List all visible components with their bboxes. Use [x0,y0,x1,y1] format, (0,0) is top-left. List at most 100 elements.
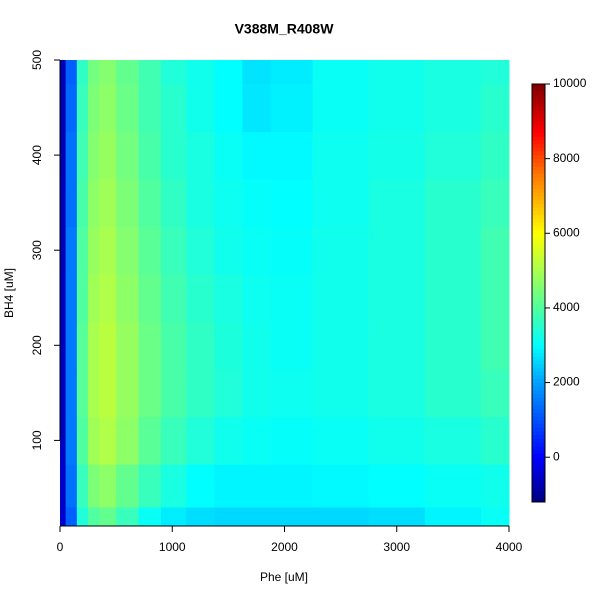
colorbar-slice [532,416,545,421]
colorbar-slice [532,468,545,473]
heat-cell [186,60,215,85]
colorbar-slice [532,487,545,492]
heat-cell [368,131,426,180]
colorbar-slice [532,278,545,283]
colorbar-slice [532,431,545,436]
colorbar-tick-label: 0 [553,449,560,463]
colorbar-slice [532,233,545,238]
heat-cell [116,321,140,370]
colorbar-slice [532,304,545,309]
heat-cell [480,506,510,527]
heat-cell [242,60,271,85]
heat-cell [214,273,243,323]
colorbar-slice [532,378,545,383]
colorbar-tick-label: 6000 [553,225,580,239]
heat-cell [88,416,100,465]
colorbar-slice [532,352,545,357]
colorbar-slice [532,322,545,327]
y-axis-label: BH4 [uM] [2,268,16,318]
heat-cell [312,178,370,227]
heat-cell [76,321,89,370]
heat-cell [480,83,510,132]
heat-cell [424,226,482,275]
heat-cell [480,60,510,85]
colorbar-slice [532,296,545,301]
heat-cell [138,369,162,418]
colorbar-slice [532,341,545,346]
heat-cell [424,273,482,323]
colorbar-slice [532,169,545,174]
y-tick-label: 200 [30,335,44,355]
colorbar-slice [532,192,545,197]
heat-cell [138,416,162,465]
heat-cell [214,416,243,465]
heat-cell [186,464,215,508]
y-tick-label: 100 [30,430,44,450]
heat-cell [99,226,117,275]
heat-cell [88,178,100,227]
colorbar-slice [532,188,545,193]
heat-cell [99,178,117,227]
colorbar-slice [532,334,545,339]
colorbar-tick-label: 8000 [553,151,580,165]
heat-cell [312,369,370,418]
heat-cell [99,416,117,465]
heat-cell [161,226,187,275]
heat-cell [161,131,187,180]
colorbar-slice [532,326,545,331]
heat-cell [270,60,314,85]
heat-cell [116,178,140,227]
colorbar-slice [532,490,545,495]
chart-title: V388M_R408W [235,21,335,37]
heat-cell [480,178,510,227]
y-tick-label: 500 [30,50,44,70]
heat-cell [368,273,426,323]
colorbar-slice [532,214,545,219]
heat-cell [138,321,162,370]
heat-cell [138,178,162,227]
x-tick-label: 2000 [271,540,298,554]
heat-cell [65,273,78,323]
colorbar-slice [532,289,545,294]
heat-cell [60,226,67,275]
colorbar-slice [532,203,545,208]
heat-cell [161,506,187,527]
x-tick-label: 4000 [496,540,523,554]
heat-cell [242,464,271,508]
colorbar-slice [532,128,545,133]
x-tick-label: 0 [57,540,64,554]
heat-cell [99,131,117,180]
heat-cell [161,178,187,227]
heat-cell [186,416,215,465]
colorbar-slice [532,154,545,160]
colorbar-slice [532,371,545,376]
colorbar-slice [532,151,545,156]
heat-cell [270,178,314,227]
heat-cell [242,83,271,132]
heat-cell [88,369,100,418]
colorbar-slice [532,102,545,107]
heat-cell [312,506,370,527]
heat-cell [368,464,426,508]
heat-cell [65,226,78,275]
heat-cell [65,321,78,370]
heat-cell [76,369,89,418]
heat-cell [480,321,510,370]
heat-cell [60,178,67,227]
colorbar-slice [532,195,545,201]
heat-cell [88,83,100,132]
heat-cell [138,273,162,323]
colorbar-slice [532,457,545,462]
colorbar-slice [532,360,545,365]
heat-cell [312,321,370,370]
colorbar-slice [532,225,545,230]
heat-cell [116,60,140,85]
colorbar-slice [532,210,545,216]
heat-cell [214,369,243,418]
colorbar-slice [532,453,545,458]
heat-cell [65,83,78,132]
heat-cell [88,506,100,527]
heat-cell [312,60,370,85]
heat-cell [65,131,78,180]
heat-cell [138,60,162,85]
